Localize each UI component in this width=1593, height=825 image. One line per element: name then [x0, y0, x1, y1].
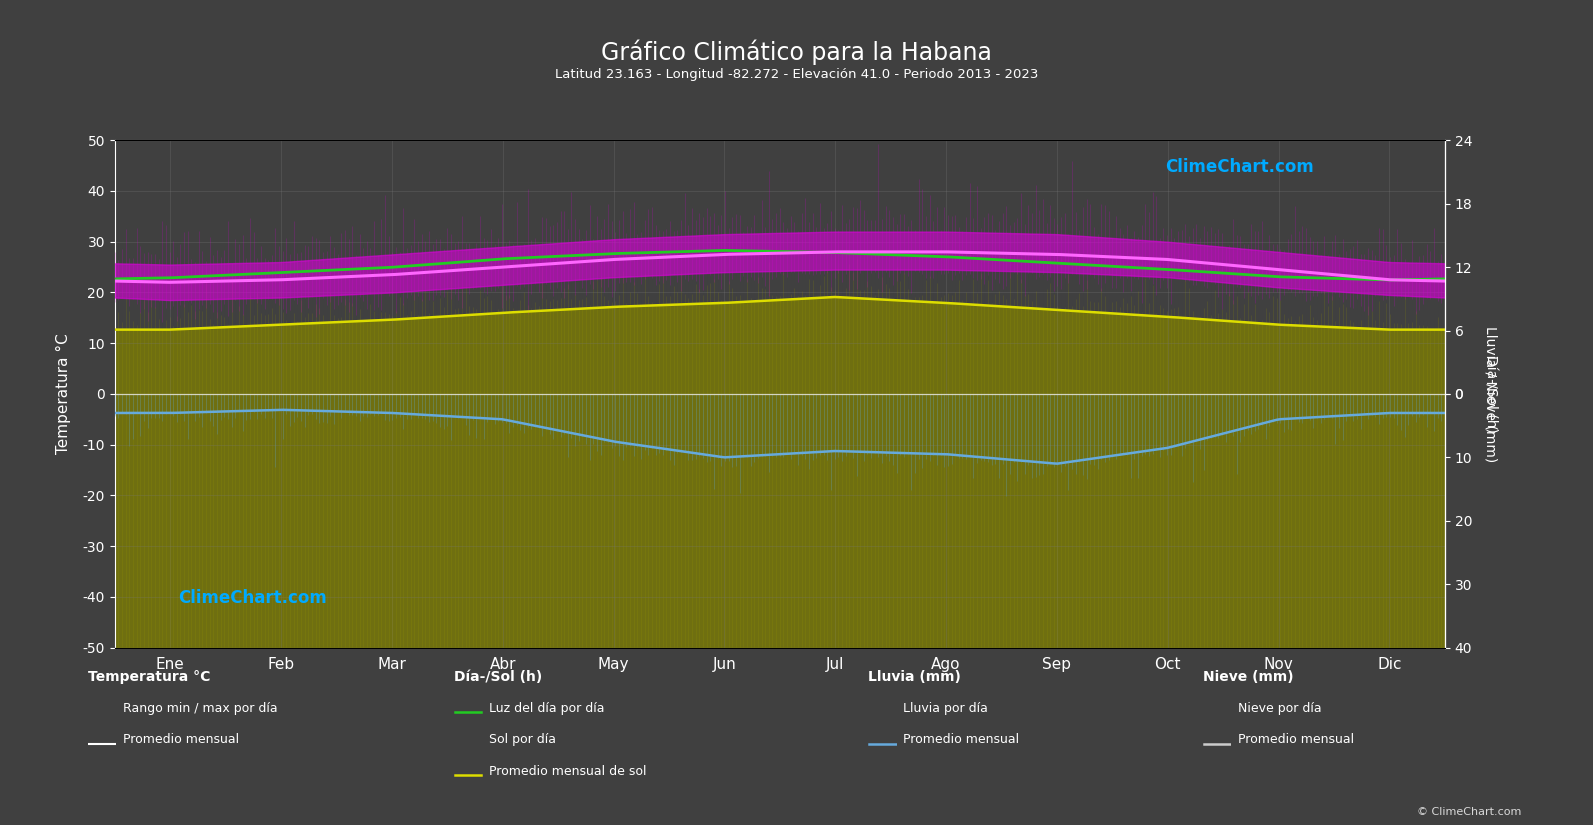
Y-axis label: Temperatura °C: Temperatura °C: [56, 333, 72, 455]
Text: Lluvia (mm): Lluvia (mm): [868, 670, 961, 684]
Text: Promedio mensual de sol: Promedio mensual de sol: [489, 765, 647, 778]
Text: Luz del día por día: Luz del día por día: [489, 702, 605, 715]
Text: Promedio mensual: Promedio mensual: [903, 733, 1020, 747]
Text: Gráfico Climático para la Habana: Gráfico Climático para la Habana: [601, 40, 992, 65]
Text: Temperatura °C: Temperatura °C: [88, 670, 210, 684]
Text: ClimeChart.com: ClimeChart.com: [178, 589, 327, 607]
Text: © ClimeChart.com: © ClimeChart.com: [1416, 807, 1521, 817]
Text: Latitud 23.163 - Longitud -82.272 - Elevación 41.0 - Periodo 2013 - 2023: Latitud 23.163 - Longitud -82.272 - Elev…: [554, 68, 1039, 81]
Text: Día-/Sol (h): Día-/Sol (h): [454, 670, 542, 684]
Text: Nieve (mm): Nieve (mm): [1203, 670, 1294, 684]
Y-axis label: Día-/Sol (h): Día-/Sol (h): [1483, 355, 1497, 433]
Text: Rango min / max por día: Rango min / max por día: [123, 702, 277, 715]
Y-axis label: Lluvia / Nieve (mm): Lluvia / Nieve (mm): [1483, 326, 1497, 462]
Text: Promedio mensual: Promedio mensual: [123, 733, 239, 747]
Text: Sol por día: Sol por día: [489, 733, 556, 747]
Text: Promedio mensual: Promedio mensual: [1238, 733, 1354, 747]
Text: ClimeChart.com: ClimeChart.com: [1166, 158, 1314, 176]
Text: Lluvia por día: Lluvia por día: [903, 702, 988, 715]
Text: Nieve por día: Nieve por día: [1238, 702, 1321, 715]
